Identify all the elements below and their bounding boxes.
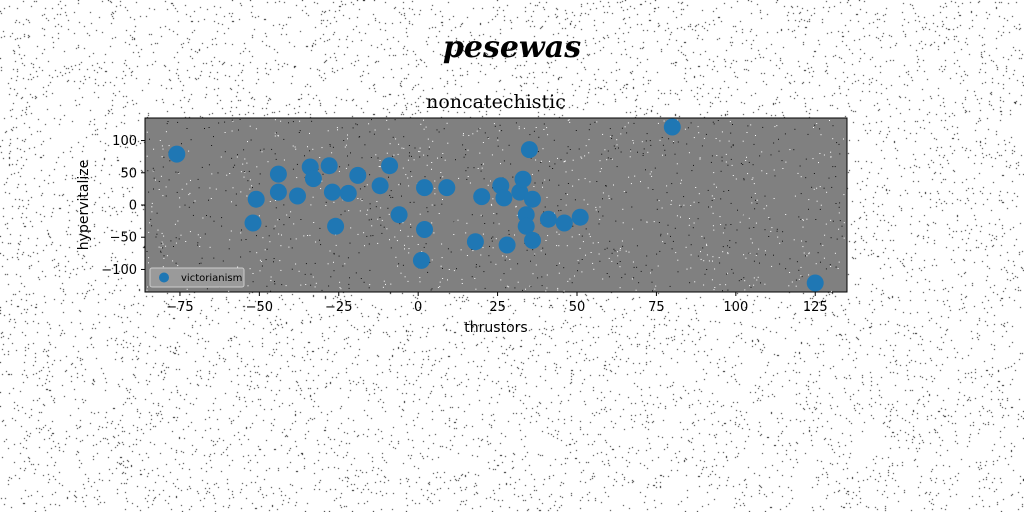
scatter-point — [381, 157, 399, 175]
scatter-point — [269, 165, 287, 183]
y-tick-label: −100 — [101, 263, 137, 278]
scatter-point — [390, 206, 408, 224]
x-tick-label: 100 — [723, 300, 748, 315]
x-tick-label: 75 — [648, 300, 665, 315]
scatter-point — [498, 236, 516, 254]
scatter-point — [555, 214, 573, 232]
x-tick-label: −50 — [246, 300, 273, 315]
scatter-point — [320, 157, 338, 175]
x-axis-label: thrustors — [464, 320, 527, 336]
legend-label: victorianism — [181, 273, 242, 284]
scatter-point — [571, 208, 589, 226]
scatter-point — [244, 214, 262, 232]
scatter-point — [473, 188, 491, 206]
y-tick-label: 100 — [112, 134, 137, 149]
scatter-point — [269, 183, 287, 201]
scatter-point — [517, 217, 535, 235]
scatter-point — [806, 274, 824, 292]
y-axis-label: hypervitalize — [76, 160, 92, 250]
x-axis: −75 −50 −25 0 25 50 75 100 125 — [166, 292, 828, 315]
scatter-point — [349, 166, 367, 184]
scatter-point — [304, 170, 322, 188]
scatter-point — [524, 190, 541, 208]
scatter-point — [247, 190, 265, 208]
y-axis: 100 50 0 −50 −100 — [101, 134, 145, 278]
y-tick-label: 50 — [120, 166, 137, 181]
figure-suptitle: pesewas — [442, 30, 582, 65]
scatter-point — [339, 184, 357, 202]
y-tick-label: 0 — [129, 199, 137, 214]
legend: victorianism — [149, 267, 245, 288]
scatter-point — [511, 183, 529, 201]
x-tick-label: 125 — [803, 300, 828, 315]
scatter-point — [495, 189, 513, 207]
y-tick-label: −50 — [110, 231, 137, 246]
x-tick-label: 25 — [489, 300, 506, 315]
scatter-point — [524, 231, 541, 249]
x-tick-label: −25 — [325, 300, 352, 315]
x-tick-label: 0 — [414, 300, 422, 315]
scatter-point — [438, 179, 456, 197]
scatter-point — [663, 118, 681, 136]
scatter-point — [289, 187, 306, 205]
scatter-point — [323, 183, 341, 201]
scatter-point — [416, 179, 433, 197]
scatter-point — [412, 251, 430, 269]
scatter-point — [416, 221, 433, 238]
legend-box — [149, 267, 245, 288]
scatter-point — [327, 217, 345, 235]
scatter-point — [466, 233, 484, 251]
scatter-point — [168, 145, 186, 163]
scatter-point — [520, 141, 538, 159]
legend-marker — [159, 272, 169, 283]
scatter-point — [514, 170, 532, 188]
data-points — [168, 118, 824, 292]
scatter-point — [371, 177, 389, 195]
scatter-point — [539, 210, 557, 228]
x-tick-label: −75 — [166, 300, 193, 315]
chart-title: noncatechistic — [426, 91, 566, 113]
x-tick-label: 50 — [569, 300, 586, 315]
